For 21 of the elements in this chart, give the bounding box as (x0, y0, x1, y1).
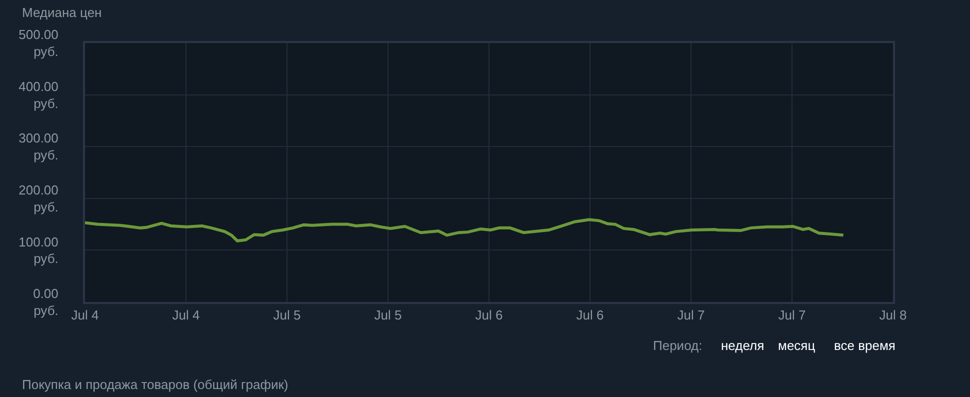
y-tick-label: 0.00 руб. (33, 286, 58, 318)
y-tick-label: 100.00 руб. (18, 234, 58, 266)
text: Покупка и продажа товаров (общий график) (22, 377, 288, 392)
y-tick-label: 400.00 руб. (18, 78, 58, 111)
text: неделя (721, 338, 764, 353)
x-tick-label: Jul 7 (778, 308, 806, 323)
x-tick-label: Jul 4 (172, 308, 200, 323)
x-tick-label: Jul 6 (576, 308, 604, 323)
chart-title: Медиана цен (22, 5, 102, 20)
x-tick-label: Jul 8 (879, 308, 907, 323)
x-tick-label: Jul 5 (273, 308, 301, 323)
y-tick-label: 300.00 руб. (18, 130, 58, 163)
y-tick-label: 200.00 руб. (18, 182, 58, 214)
y-tick-label: 500.00 руб. (18, 27, 58, 59)
text: месяц (778, 338, 816, 353)
text: все время (834, 338, 896, 353)
text: Период: (653, 338, 702, 353)
x-tick-label: Jul 7 (677, 308, 705, 323)
x-tick-label: Jul 6 (475, 308, 503, 323)
x-tick-label: Jul 4 (71, 308, 99, 323)
x-tick-label: Jul 5 (374, 308, 402, 323)
